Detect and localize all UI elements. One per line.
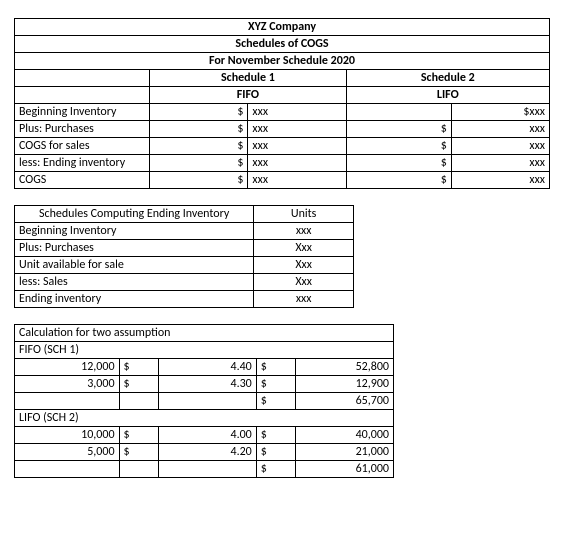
price-cell — [158, 393, 256, 410]
units-cell: xxx — [254, 291, 354, 308]
price-cell — [158, 461, 256, 478]
units-cell: Xxx — [254, 240, 354, 257]
row-label: Plus: Purchases — [15, 121, 150, 138]
table-row: $ 65,700 — [15, 393, 394, 410]
row-label: Ending inventory — [15, 291, 254, 308]
currency-symbol: $ — [150, 172, 248, 189]
company-title: XYZ Company — [15, 19, 550, 36]
cogs-schedule-table: XYZ Company Schedules of COGS For Novemb… — [14, 18, 550, 189]
row-label: COGS — [15, 172, 150, 189]
table-row: $ 61,000 — [15, 461, 394, 478]
table-row: COGS for sales $ xxx $ xxx — [15, 138, 550, 155]
table-row: 3,000 $ 4.30 $ 12,900 — [15, 376, 394, 393]
amount-cell: 61,000 — [295, 461, 393, 478]
currency-symbol: $ — [119, 359, 158, 376]
units-header: Units — [254, 206, 354, 223]
row-label: less: Sales — [15, 274, 254, 291]
currency-symbol: $ — [346, 138, 451, 155]
table-row: Beginning Inventory xxx — [15, 223, 354, 240]
lifo-header: LIFO — [346, 87, 549, 104]
row-label: Beginning Inventory — [15, 223, 254, 240]
currency-symbol: $ — [256, 376, 295, 393]
table-row: 10,000 $ 4.00 $ 40,000 — [15, 427, 394, 444]
currency-symbol: $ — [256, 444, 295, 461]
table-row: Plus: Purchases Xxx — [15, 240, 354, 257]
value-cell: xxx — [451, 155, 549, 172]
units-cell: xxx — [254, 223, 354, 240]
period-title: For November Schedule 2020 — [15, 53, 550, 70]
calc-title: Calculation for two assumption — [15, 325, 394, 342]
row-label: Unit available for sale — [15, 257, 254, 274]
table-row: Ending inventory xxx — [15, 291, 354, 308]
value-cell: xxx — [248, 104, 346, 121]
blank-cell — [15, 87, 150, 104]
currency-symbol: $ — [150, 121, 248, 138]
currency-symbol: $ — [346, 121, 451, 138]
currency-symbol: $ — [256, 359, 295, 376]
blank-cell — [15, 70, 150, 87]
currency-symbol: $ — [256, 427, 295, 444]
currency-symbol — [119, 461, 158, 478]
schedule2-header: Schedule 2 — [346, 70, 549, 87]
currency-symbol: $ — [119, 427, 158, 444]
row-label: Beginning Inventory — [15, 104, 150, 121]
table-row: less: Ending inventory $ xxx $ xxx — [15, 155, 550, 172]
fifo-header: FIFO — [150, 87, 346, 104]
currency-symbol: $ — [150, 104, 248, 121]
amount-cell: 40,000 — [295, 427, 393, 444]
qty-cell — [15, 393, 120, 410]
ending-inv-title: Schedules Computing Ending Inventory — [15, 206, 254, 223]
schedule1-header: Schedule 1 — [150, 70, 346, 87]
row-label: Plus: Purchases — [15, 240, 254, 257]
currency-symbol: $ — [256, 393, 295, 410]
currency-symbol: $ — [119, 444, 158, 461]
value-cell: xxx — [451, 121, 549, 138]
value-cell: xxx — [248, 155, 346, 172]
table-row: less: Sales Xxx — [15, 274, 354, 291]
currency-symbol: $ — [256, 461, 295, 478]
currency-symbol: $ — [150, 155, 248, 172]
price-cell: 4.40 — [158, 359, 256, 376]
units-cell: Xxx — [254, 274, 354, 291]
table-row: Plus: Purchases $ xxx $ xxx — [15, 121, 550, 138]
price-cell: 4.00 — [158, 427, 256, 444]
table-row: 5,000 $ 4.20 $ 21,000 — [15, 444, 394, 461]
amount-cell: 12,900 — [295, 376, 393, 393]
lifo-section-header: LIFO (SCH 2) — [15, 410, 394, 427]
row-label: less: Ending inventory — [15, 155, 150, 172]
report-title: Schedules of COGS — [15, 36, 550, 53]
amount-cell: 21,000 — [295, 444, 393, 461]
qty-cell: 10,000 — [15, 427, 120, 444]
value-cell: xxx — [248, 172, 346, 189]
qty-cell: 3,000 — [15, 376, 120, 393]
fifo-section-header: FIFO (SCH 1) — [15, 342, 394, 359]
value-cell: xxx — [248, 121, 346, 138]
amount-cell: 52,800 — [295, 359, 393, 376]
qty-cell — [15, 461, 120, 478]
table-row: 12,000 $ 4.40 $ 52,800 — [15, 359, 394, 376]
table-row: Beginning Inventory $ xxx $xxx — [15, 104, 550, 121]
table-row: COGS $ xxx $ xxx — [15, 172, 550, 189]
value-cell: xxx — [451, 172, 549, 189]
currency-symbol — [119, 393, 158, 410]
ending-inventory-table: Schedules Computing Ending Inventory Uni… — [14, 205, 354, 308]
value-cell: $xxx — [451, 104, 549, 121]
currency-symbol: $ — [150, 138, 248, 155]
row-label: COGS for sales — [15, 138, 150, 155]
price-cell: 4.20 — [158, 444, 256, 461]
units-cell: Xxx — [254, 257, 354, 274]
value-cell: xxx — [248, 138, 346, 155]
price-cell: 4.30 — [158, 376, 256, 393]
currency-symbol: $ — [119, 376, 158, 393]
table-row: Unit available for sale Xxx — [15, 257, 354, 274]
currency-symbol: $ — [346, 155, 451, 172]
currency-symbol — [346, 104, 451, 121]
calculation-table: Calculation for two assumption FIFO (SCH… — [14, 324, 394, 478]
currency-symbol: $ — [346, 172, 451, 189]
qty-cell: 5,000 — [15, 444, 120, 461]
value-cell: xxx — [451, 138, 549, 155]
qty-cell: 12,000 — [15, 359, 120, 376]
amount-cell: 65,700 — [295, 393, 393, 410]
